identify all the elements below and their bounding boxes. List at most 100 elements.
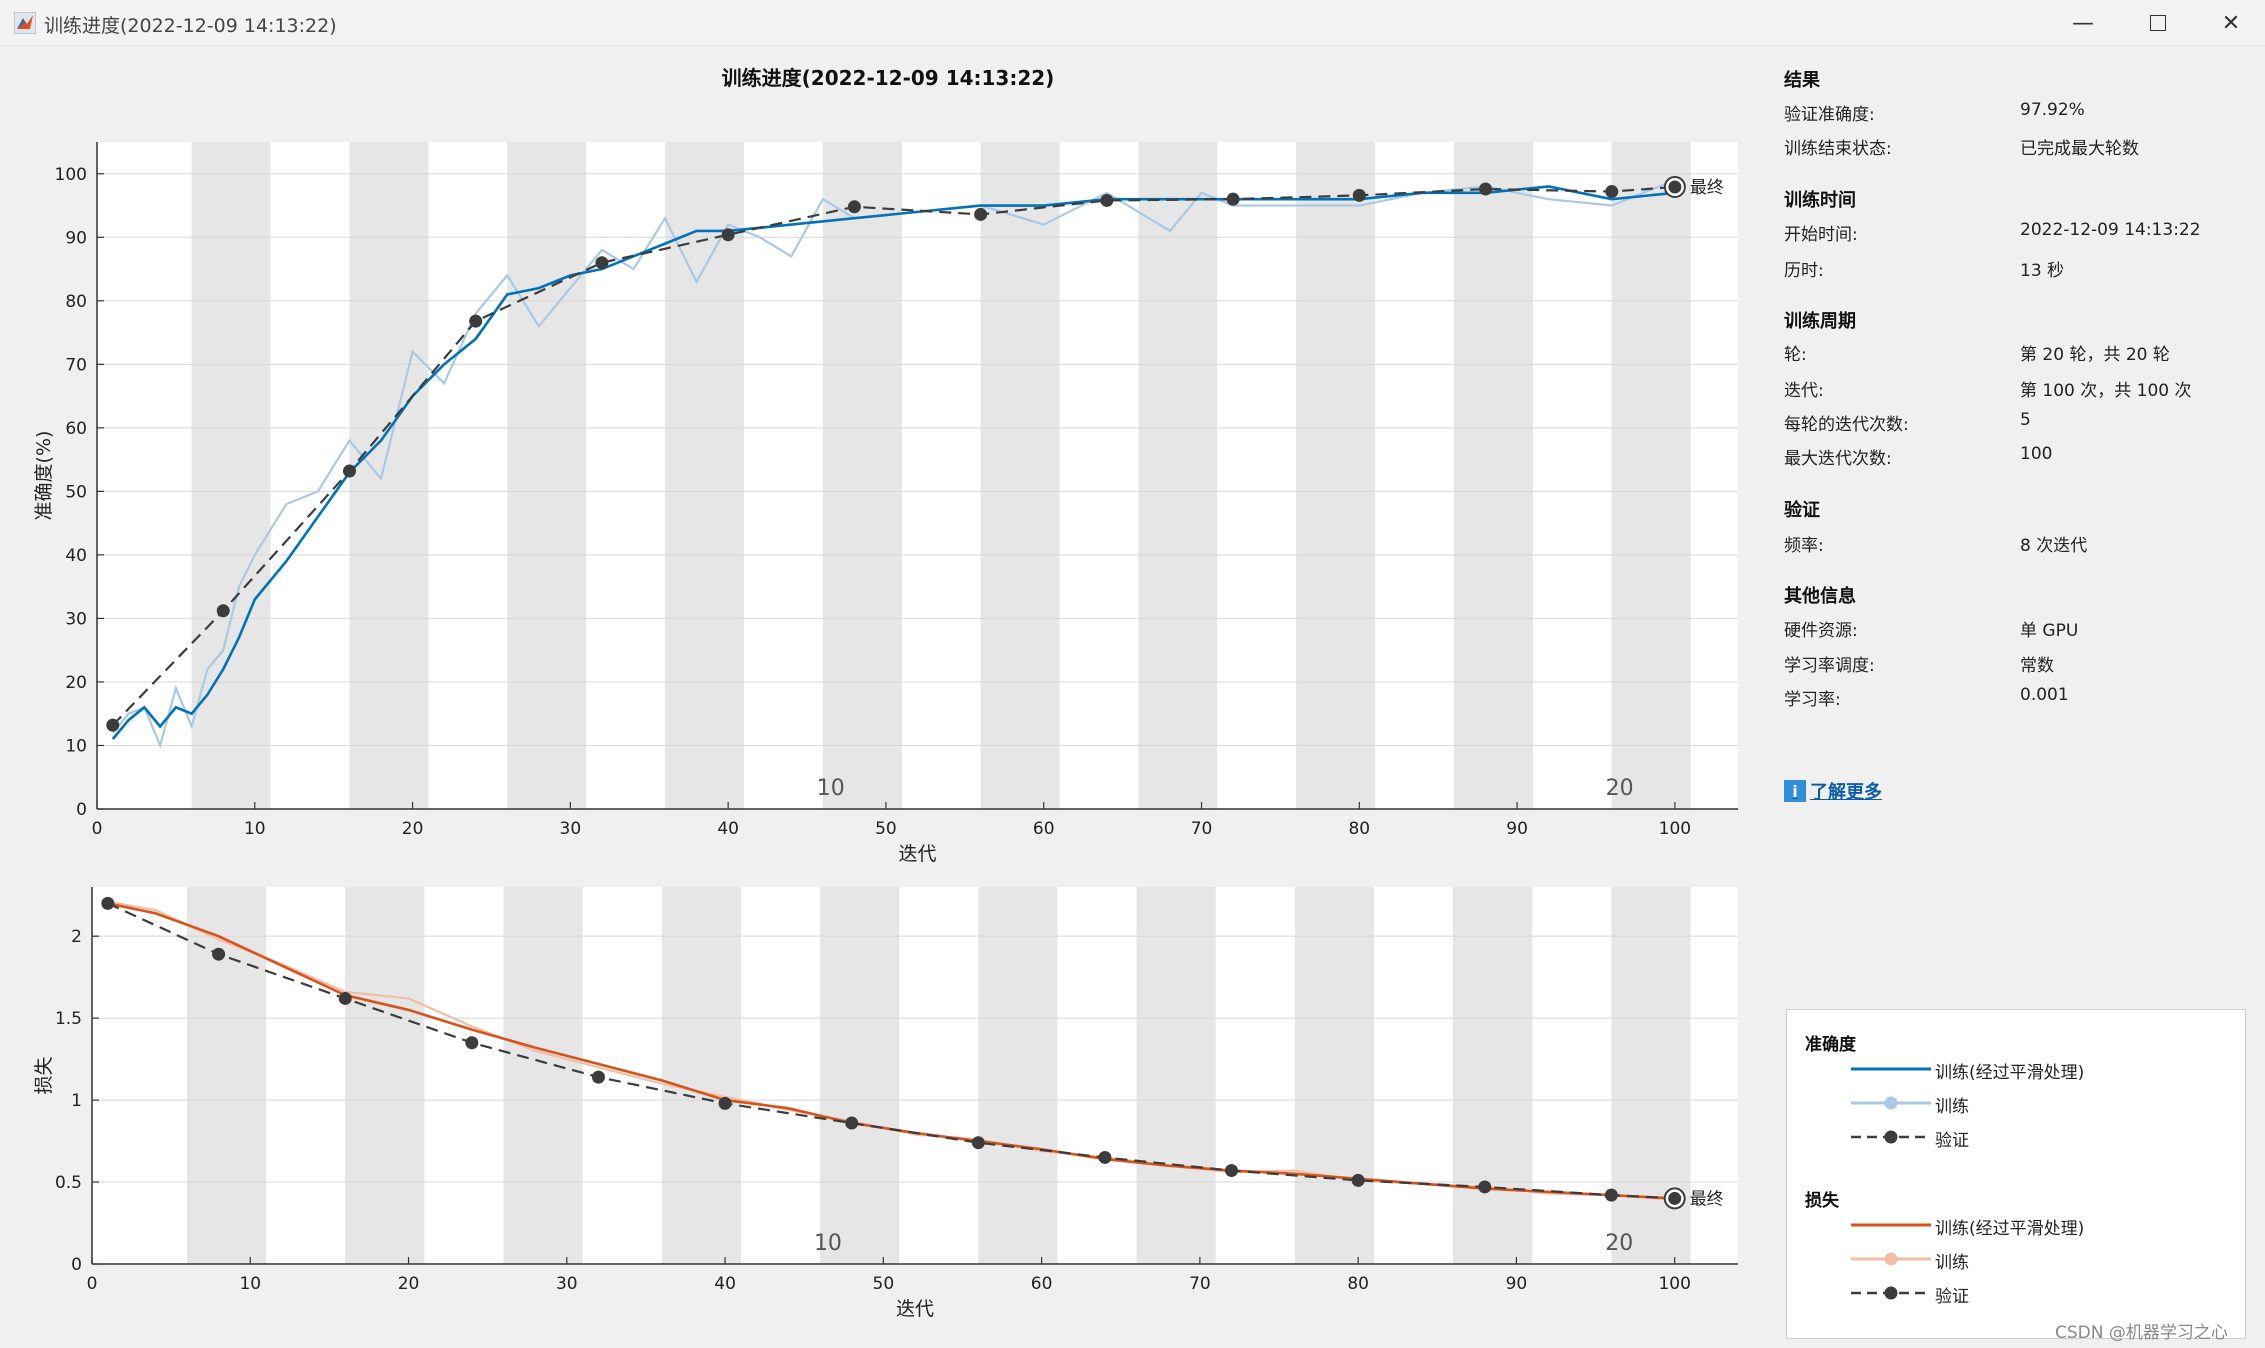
acc-xtick-label: 40 bbox=[717, 819, 739, 839]
loss-xlabel: 迭代 bbox=[896, 1298, 934, 1320]
loss-xtick-label: 20 bbox=[398, 1274, 420, 1294]
loss-epoch-band bbox=[978, 887, 1058, 1264]
loss-ytick-label: 0.5 bbox=[55, 1173, 82, 1193]
acc-ytick-label: 50 bbox=[65, 482, 87, 502]
loss-validation-point bbox=[1668, 1191, 1682, 1205]
max-iter-value: 100 bbox=[2020, 444, 2053, 464]
loss-epoch-band bbox=[503, 887, 583, 1264]
validation-title: 验证 bbox=[1784, 500, 1820, 521]
acc-validation-point bbox=[721, 228, 735, 242]
window-title: 训练进度(2022-12-09 14:13:22) bbox=[44, 15, 337, 37]
acc-validation-point bbox=[847, 200, 861, 214]
loss-xtick-label: 50 bbox=[873, 1274, 895, 1294]
acc-xtick-label: 50 bbox=[875, 819, 897, 839]
legend-loss-smoothed-swatch bbox=[1851, 1223, 1931, 1227]
acc-xtick-label: 80 bbox=[1348, 819, 1370, 839]
loss-validation-point bbox=[591, 1070, 605, 1084]
learn-more-link[interactable]: i 了解更多 bbox=[1784, 778, 1882, 804]
legend-acc-raw-swatch bbox=[1851, 1096, 1931, 1110]
loss-validation-point bbox=[1478, 1180, 1492, 1194]
elapsed-label: 历时: bbox=[1784, 261, 1824, 281]
loss-ylabel: 损失 bbox=[33, 1056, 55, 1094]
minimize-icon: — bbox=[2072, 10, 2094, 36]
loss-validation-point bbox=[1225, 1164, 1239, 1178]
legend-panel: 准确度 训练(经过平滑处理) 训练 验证 损失 训练(经过平滑处理) 训练 验证 bbox=[1786, 1009, 2246, 1339]
acc-ytick-label: 40 bbox=[65, 546, 87, 566]
loss-xtick-label: 60 bbox=[1031, 1274, 1053, 1294]
main-content: 训练进度(2022-12-09 14:13:22) 0 10 20 30 40 50 60 7… bbox=[0, 46, 2265, 1348]
cycle-title: 训练周期 bbox=[1784, 311, 1856, 332]
acc-validation-point bbox=[974, 207, 988, 221]
legend-loss-smoothed-label: 训练(经过平滑处理) bbox=[1935, 1219, 2085, 1239]
learn-more-label: 了解更多 bbox=[1810, 782, 1882, 803]
lr-value: 0.001 bbox=[2020, 685, 2069, 705]
acc-xtick-label: 0 bbox=[92, 819, 103, 839]
loss-final-label: 最终 bbox=[1690, 1189, 1724, 1209]
hardware-value: 单 GPU bbox=[2020, 621, 2079, 641]
title-bar: 训练进度(2022-12-09 14:13:22) — ✕ bbox=[0, 0, 2265, 46]
legend-acc-smoothed-label: 训练(经过平滑处理) bbox=[1935, 1063, 2085, 1083]
acc-epoch-band bbox=[1611, 142, 1691, 809]
iter-per-epoch-value: 5 bbox=[2020, 410, 2031, 430]
frequency-value: 8 次迭代 bbox=[2020, 536, 2088, 556]
legend-loss-val-swatch bbox=[1851, 1286, 1931, 1300]
plot-title: 训练进度(2022-12-09 14:13:22) bbox=[722, 66, 1055, 90]
loss-epoch-band bbox=[345, 887, 425, 1264]
loss-xtick-label: 0 bbox=[87, 1274, 98, 1294]
close-button[interactable]: ✕ bbox=[2198, 0, 2264, 46]
close-icon: ✕ bbox=[2221, 10, 2241, 36]
epoch-value: 第 20 轮，共 20 轮 bbox=[2020, 345, 2170, 365]
loss-epoch-marker: 20 bbox=[1605, 1231, 1633, 1256]
acc-validation-point bbox=[342, 464, 356, 478]
info-icon: i bbox=[1784, 780, 1806, 802]
legend-acc-smoothed-swatch bbox=[1851, 1067, 1931, 1071]
loss-xtick-label: 10 bbox=[239, 1274, 261, 1294]
loss-epoch-band bbox=[661, 887, 741, 1264]
val-acc-value: 97.92% bbox=[2020, 100, 2085, 120]
acc-validation-point bbox=[469, 314, 483, 328]
max-iter-label: 最大迭代次数: bbox=[1784, 449, 1892, 469]
acc-epoch-band bbox=[507, 142, 587, 809]
maximize-button[interactable] bbox=[2125, 0, 2191, 46]
watermark: CSDN @机器学习之心 bbox=[2055, 1323, 2228, 1343]
legend-loss-raw-swatch bbox=[1851, 1252, 1931, 1266]
loss-series-validation bbox=[107, 902, 1675, 1200]
loss-xtick-label: 30 bbox=[556, 1274, 578, 1294]
acc-xtick-label: 100 bbox=[1659, 819, 1691, 839]
accuracy-axes: 0 10 20 30 40 50 60 70 80 90 100 0 10 20 30 40 50 60 70 80 9… bbox=[33, 142, 1738, 865]
results-title: 结果 bbox=[1784, 70, 1820, 91]
acc-ylabel: 准确度(%) bbox=[33, 431, 55, 521]
acc-ytick-label: 0 bbox=[76, 800, 87, 820]
status-value: 已完成最大轮数 bbox=[2020, 139, 2139, 159]
loss-xtick-label: 100 bbox=[1658, 1274, 1690, 1294]
acc-ytick-label: 20 bbox=[65, 673, 87, 693]
start-time-label: 开始时间: bbox=[1784, 225, 1858, 245]
legend-acc-title: 准确度 bbox=[1805, 1035, 1856, 1055]
acc-ytick-label: 10 bbox=[65, 736, 87, 756]
matlab-app-icon bbox=[14, 12, 36, 34]
acc-xtick-label: 60 bbox=[1033, 819, 1055, 839]
loss-epoch-marker: 10 bbox=[814, 1231, 842, 1256]
legend-acc-raw-label: 训练 bbox=[1935, 1097, 1969, 1117]
elapsed-value: 13 秒 bbox=[2020, 261, 2065, 281]
acc-xtick-label: 20 bbox=[402, 819, 424, 839]
other-info-title: 其他信息 bbox=[1784, 586, 1856, 607]
loss-validation-point bbox=[1098, 1150, 1112, 1164]
acc-xtick-label: 70 bbox=[1191, 819, 1213, 839]
loss-epoch-band bbox=[1136, 887, 1216, 1264]
loss-validation-point bbox=[212, 947, 226, 961]
loss-xtick-label: 90 bbox=[1506, 1274, 1528, 1294]
acc-ytick-label: 100 bbox=[55, 165, 87, 185]
acc-validation-point bbox=[1479, 182, 1493, 196]
loss-validation-point bbox=[465, 1036, 479, 1050]
legend-acc-val-swatch bbox=[1851, 1130, 1931, 1144]
iteration-value: 第 100 次，共 100 次 bbox=[2020, 381, 2192, 401]
minimize-button[interactable]: — bbox=[2050, 0, 2116, 46]
acc-xtick-label: 90 bbox=[1506, 819, 1528, 839]
acc-epoch-marker: 10 bbox=[817, 776, 845, 801]
acc-xtick-label: 30 bbox=[560, 819, 582, 839]
acc-ytick-label: 30 bbox=[65, 609, 87, 629]
acc-validation-point bbox=[1605, 185, 1619, 199]
lr-schedule-label: 学习率调度: bbox=[1784, 656, 1875, 676]
acc-validation-point bbox=[106, 718, 120, 732]
